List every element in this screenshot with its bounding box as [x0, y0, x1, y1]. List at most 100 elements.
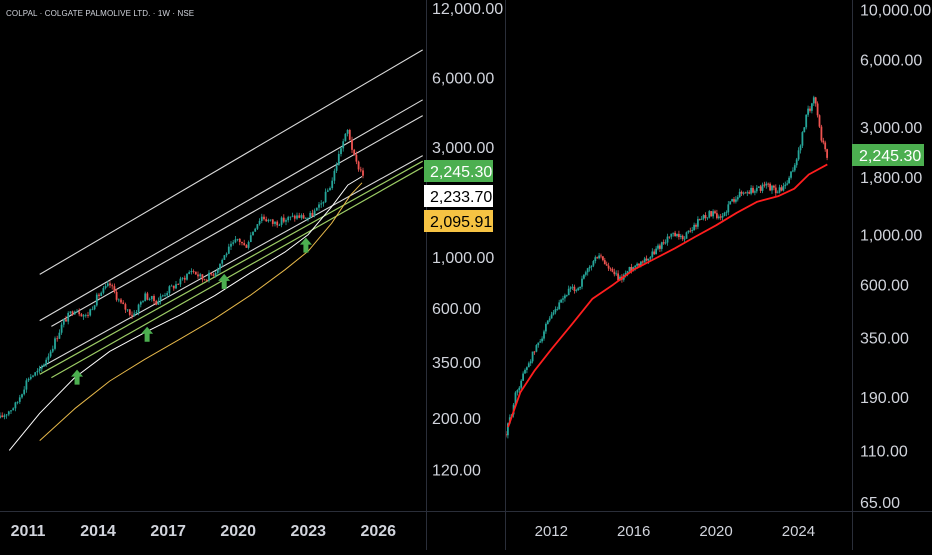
candle-body: [727, 204, 730, 213]
candle-body: [744, 192, 747, 194]
candle-body: [619, 276, 621, 281]
candle-body: [302, 215, 305, 219]
candle-body: [326, 190, 329, 192]
candle-body: [236, 238, 239, 240]
candle-body: [126, 309, 129, 311]
candle-body: [18, 397, 21, 402]
candle-body: [172, 285, 175, 289]
candle-body: [7, 411, 10, 415]
candle-body: [545, 323, 547, 332]
candle-body: [818, 115, 821, 127]
candle-body: [344, 133, 347, 142]
candle-body: [265, 219, 268, 222]
candle-body: [736, 197, 739, 200]
candle-body: [765, 183, 768, 186]
candle-body: [76, 311, 78, 313]
candle-body: [704, 215, 707, 218]
candle-body: [238, 238, 241, 242]
candle-body: [643, 258, 646, 263]
candle-body: [159, 296, 162, 301]
candle-body: [624, 272, 627, 275]
candle-body: [602, 256, 604, 261]
candle-body: [278, 224, 281, 226]
candle-body: [573, 286, 576, 291]
candle-body: [104, 285, 107, 289]
right-time-tick-label: 2020: [699, 523, 732, 540]
candle-body: [276, 221, 279, 226]
candle-body: [331, 180, 334, 189]
candle-body: [714, 211, 716, 214]
candle-body: [558, 302, 561, 310]
candle-body: [735, 199, 737, 202]
left-price-tick-label: 12,000.00: [432, 1, 503, 18]
candle-body: [564, 295, 566, 299]
candle-body: [689, 230, 692, 232]
left-time-tick-label: 2026: [360, 523, 396, 540]
candle-body: [807, 108, 809, 115]
candle-body: [527, 363, 530, 368]
candle-body: [98, 294, 100, 296]
moving-average-line: [39, 182, 363, 441]
candle-body: [795, 159, 798, 166]
candle-body: [263, 216, 265, 220]
candle-body: [698, 219, 701, 220]
price-badge-label: 2,245.30: [859, 148, 921, 165]
candle-body: [188, 272, 191, 274]
right-price-tick-label: 600.00: [860, 278, 909, 295]
candle-body: [36, 370, 39, 373]
candle-body: [23, 389, 26, 395]
candle-body: [767, 183, 770, 185]
candle-body: [691, 230, 694, 232]
candle-body: [227, 246, 230, 254]
candle-body: [522, 373, 524, 381]
candle-body: [674, 232, 676, 237]
candle-body: [315, 207, 318, 211]
candle-body: [533, 351, 536, 353]
channel-line: [39, 99, 423, 322]
candle-body: [337, 153, 340, 166]
candle-body: [51, 348, 54, 352]
candle-body: [128, 309, 131, 315]
candle-body: [592, 261, 595, 266]
candle-body: [89, 309, 92, 316]
candle-body: [605, 264, 608, 266]
candle-body: [216, 269, 219, 273]
candle-body: [256, 224, 259, 229]
candle-body: [702, 215, 705, 219]
candle-body: [571, 286, 574, 288]
candle-body: [723, 212, 726, 216]
candle-body: [12, 408, 15, 411]
candle-body: [670, 233, 673, 237]
left-time-tick-label: 2017: [150, 523, 186, 540]
candle-body: [520, 380, 523, 388]
candle-body: [543, 331, 545, 339]
candle-body: [144, 293, 147, 302]
candle-body: [324, 191, 327, 203]
candle-body: [636, 263, 638, 266]
candle-body: [335, 165, 338, 171]
candle-body: [750, 187, 752, 194]
candle-body: [3, 415, 6, 418]
candle-body: [333, 170, 336, 181]
candle-body: [40, 366, 43, 369]
moving-average-red-line: [507, 163, 828, 428]
candle-body: [569, 287, 572, 289]
candle-body: [524, 369, 526, 374]
candle-body: [683, 238, 686, 240]
candle-body: [175, 284, 177, 289]
price-badge: [424, 160, 493, 182]
candle-body: [594, 257, 597, 262]
candle-body: [565, 295, 568, 296]
candle-body: [355, 154, 358, 162]
candle-body: [223, 255, 226, 260]
candle-body: [16, 401, 19, 403]
candle-body: [135, 312, 138, 314]
candle-body: [782, 186, 785, 191]
candle-body: [588, 267, 591, 269]
candle-body: [507, 423, 509, 436]
candle-body: [190, 270, 193, 273]
candle-body: [58, 332, 61, 339]
